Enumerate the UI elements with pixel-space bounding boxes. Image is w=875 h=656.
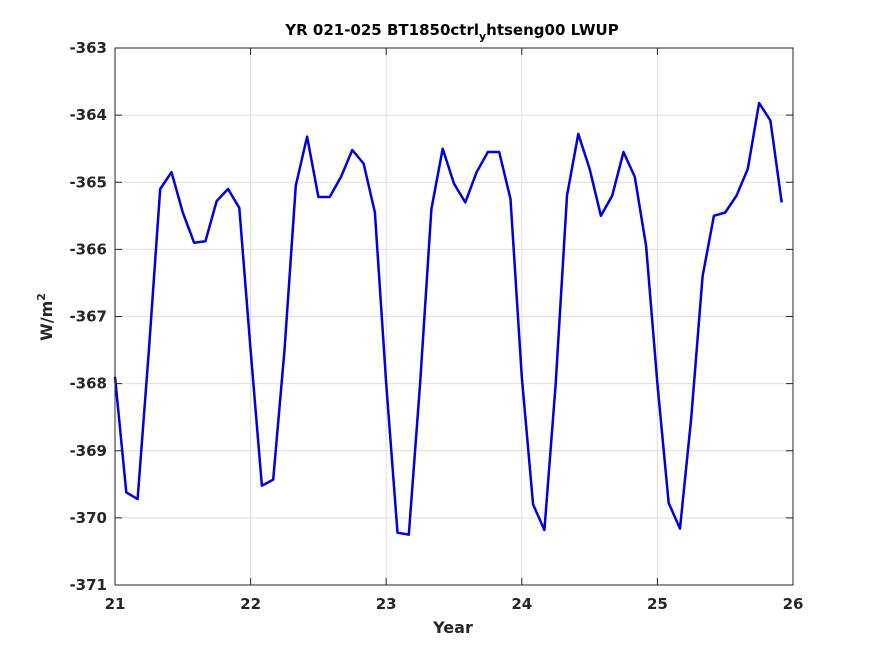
- x-tick-label: 24: [511, 595, 532, 613]
- chart-title: YR 021-025 BT1850ctrlyhtseng00 LWUP: [284, 21, 618, 43]
- y-tick-label: -367: [69, 308, 107, 326]
- series-line: [113, 101, 783, 536]
- y-tick-label: -368: [69, 375, 107, 393]
- chart-title-suffix: htseng00 LWUP: [486, 21, 619, 39]
- y-tick-label: -370: [69, 509, 107, 527]
- y-tick-label: -363: [69, 39, 107, 57]
- y-tick-label: -365: [69, 173, 107, 191]
- y-axis-label-base: W/m: [37, 301, 56, 341]
- x-tick-label: 23: [376, 595, 397, 613]
- x-axis-label: Year: [432, 618, 473, 637]
- series-group: [113, 101, 783, 536]
- ticks: 21 22 23 24 25 26 -371 -370 -369 -368 -367 -366 -365…: [69, 39, 803, 613]
- chart-title-prefix: YR 021-025 BT1850ctrl: [284, 21, 479, 39]
- x-tick-label: 26: [783, 595, 804, 613]
- y-axis-label-superscript: 2: [35, 293, 48, 301]
- y-axis-label: W/m2: [35, 293, 56, 341]
- x-tick-label: 25: [647, 595, 668, 613]
- x-tick-label: 21: [105, 595, 126, 613]
- x-tick-label: 22: [240, 595, 261, 613]
- y-tick-label: -366: [69, 240, 107, 258]
- y-tick-label: -364: [69, 106, 107, 124]
- y-tick-label: -371: [69, 576, 107, 594]
- y-tick-label: -369: [69, 442, 107, 460]
- chart-title-subscript: y: [479, 30, 486, 43]
